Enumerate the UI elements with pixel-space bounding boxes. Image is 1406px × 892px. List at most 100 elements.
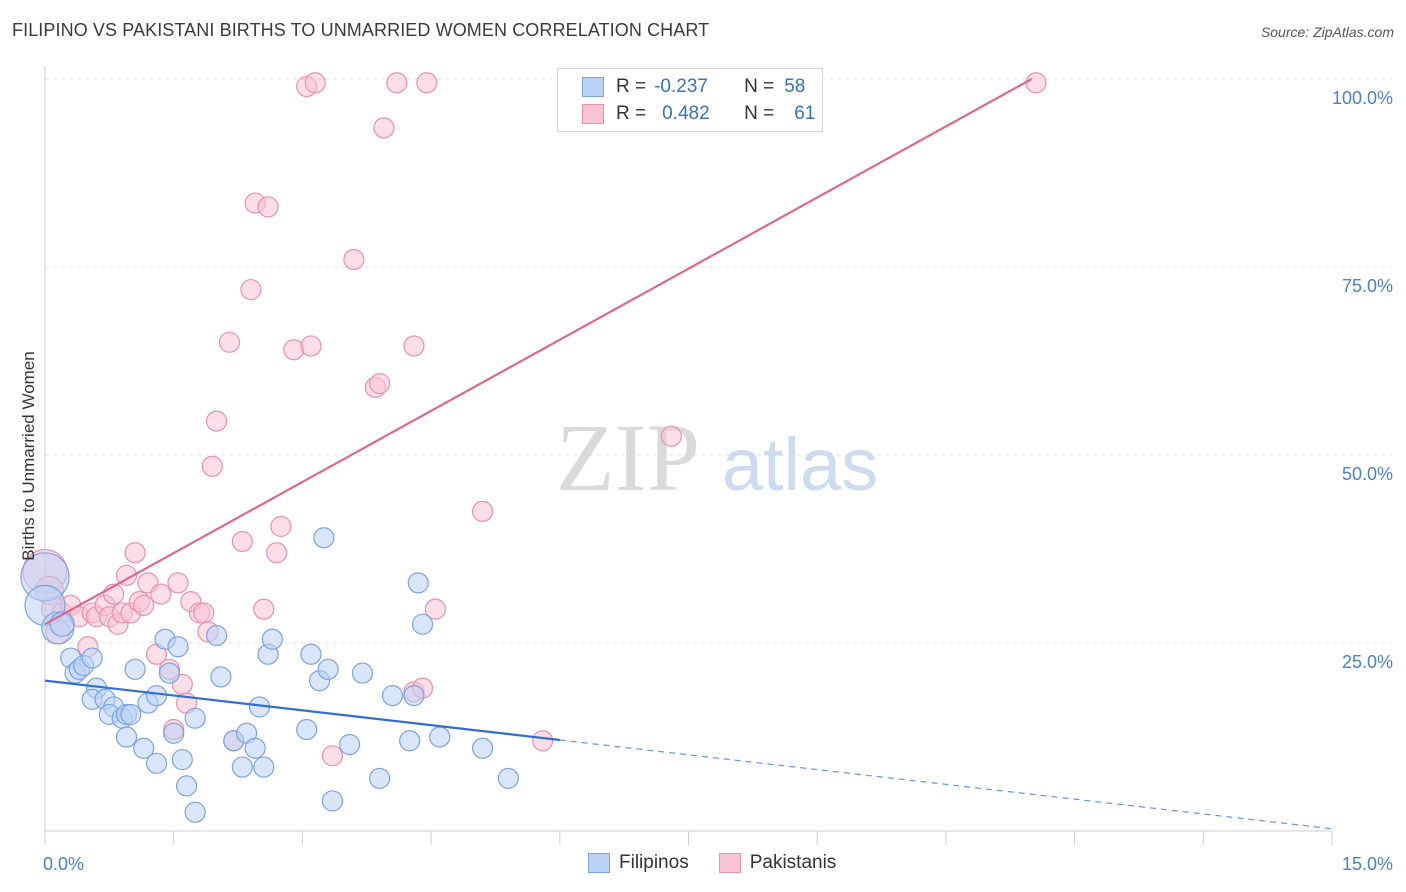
filipinos-trend-extension: [559, 739, 1333, 830]
watermark-zip: ZIP: [556, 404, 700, 511]
filipinos-point: [158, 662, 181, 684]
pakistanis-point: [416, 72, 438, 94]
pakistanis-point: [167, 572, 189, 594]
filipinos-point: [115, 726, 138, 748]
legend-r-label: R =: [616, 103, 647, 124]
pakistanis-point: [115, 564, 138, 586]
x-tick-label: 0.0%: [43, 854, 84, 874]
pakistanis-point: [304, 72, 326, 94]
pakistanis-point: [424, 598, 446, 620]
filipinos-point: [81, 647, 103, 669]
filipinos-point: [133, 737, 155, 759]
filipinos-point: [403, 685, 425, 707]
filipinos-point: [321, 790, 344, 812]
legend-swatch-filipinos: [582, 77, 604, 97]
filipinos-point: [206, 624, 228, 647]
pakistanis-point: [231, 530, 253, 553]
filipinos-point: [167, 636, 189, 658]
pakistanis-points: [22, 72, 1047, 767]
pakistanis-point: [257, 196, 279, 218]
legend-r-label: R =: [616, 76, 647, 97]
filipinos-point: [124, 658, 146, 680]
pakistanis-point: [660, 425, 682, 447]
pakistanis-point: [373, 117, 395, 139]
pakistanis-point: [343, 248, 365, 271]
pakistanis-point: [300, 335, 322, 357]
pakistanis-point: [240, 278, 262, 301]
filipinos-point: [300, 643, 322, 665]
pakistanis-point: [386, 72, 408, 94]
filipinos-trend-line: [44, 679, 560, 742]
pakistanis-point: [218, 331, 241, 353]
filipinos-point: [175, 775, 198, 797]
pakistanis-point: [369, 372, 391, 395]
filipinos-point: [261, 628, 283, 650]
grid-lines: [45, 78, 1392, 644]
filipinos-point: [338, 733, 361, 756]
filipinos-point: [231, 756, 253, 778]
filipinos-point: [369, 767, 391, 789]
legend-r-value-pakistanis: 0.482: [662, 103, 710, 124]
y-tick-label: 50.0%: [1342, 464, 1393, 484]
filipinos-point: [184, 801, 206, 823]
filipinos-point: [120, 703, 142, 726]
filipinos-point: [313, 527, 335, 549]
filipinos-points: [20, 527, 519, 823]
filipinos-point: [399, 730, 421, 752]
trend-lines: [44, 78, 1333, 830]
pakistanis-point: [266, 542, 288, 564]
legend-n-label: N =: [744, 76, 775, 97]
filipinos-point: [407, 572, 429, 594]
y-axis-label: Births to Unmarried Women: [19, 351, 38, 560]
filipinos-point: [210, 666, 232, 688]
pakistanis-point: [270, 515, 292, 538]
filipinos-point: [171, 748, 193, 771]
correlation-legend: R = -0.237 N = 58 R = 0.482 N = 61: [557, 68, 823, 132]
legend-row-filipinos: R = -0.237 N = 58: [582, 75, 805, 99]
filipinos-point: [317, 658, 339, 680]
filipinos-point: [244, 737, 266, 759]
filipinos-point: [381, 685, 404, 707]
legend-row-pakistanis: R = 0.482 N = 61: [582, 102, 815, 126]
pakistanis-point: [283, 339, 305, 361]
tick-labels: 25.0% 50.0% 75.0% 100.0% 0.0% 15.0%: [43, 88, 1393, 874]
legend-n-label: N =: [744, 103, 775, 124]
filipinos-point: [184, 707, 206, 729]
filipinos-point: [145, 685, 168, 707]
watermark: ZIP atlas: [556, 404, 878, 511]
filipinos-point: [429, 726, 451, 748]
y-tick-label: 100.0%: [1332, 88, 1393, 108]
y-tick-label: 75.0%: [1342, 276, 1393, 296]
watermark-atlas: atlas: [722, 423, 878, 506]
filipinos-point: [497, 767, 519, 789]
pakistanis-point: [193, 602, 215, 624]
filipinos-point: [411, 613, 434, 635]
series-label-pakistanis: Pakistanis: [749, 852, 837, 873]
y-tick-label: 25.0%: [1342, 652, 1393, 672]
legend-n-value-pakistanis: 61: [794, 103, 816, 124]
filipinos-point: [351, 662, 374, 684]
series-label-filipinos: Filipinos: [619, 852, 689, 873]
series-legend: Filipinos Pakistanis: [588, 852, 866, 874]
legend-n-value-filipinos: 58: [784, 76, 806, 97]
filipinos-point: [145, 752, 168, 774]
series-swatch-pakistanis: [718, 853, 741, 873]
pakistanis-point: [1025, 72, 1047, 94]
pakistanis-point: [253, 598, 275, 620]
pakistanis-point: [532, 730, 554, 752]
pakistanis-trend-line: [44, 78, 1033, 626]
axes: [44, 66, 1333, 845]
pakistanis-point: [403, 335, 425, 357]
pakistanis-point: [133, 594, 155, 617]
legend-r-value-filipinos: -0.237: [654, 76, 708, 97]
series-swatch-filipinos: [588, 853, 610, 873]
filipinos-point: [296, 718, 318, 741]
pakistanis-point: [471, 500, 494, 522]
legend-swatch-pakistanis: [582, 104, 604, 124]
pakistanis-point: [206, 410, 228, 432]
filipinos-point: [163, 722, 185, 744]
filipinos-point: [253, 756, 275, 778]
series-legend-pakistanis: Pakistanis: [718, 852, 837, 874]
chart-title: FILIPINO VS PAKISTANI BIRTHS TO UNMARRIE…: [12, 20, 710, 40]
